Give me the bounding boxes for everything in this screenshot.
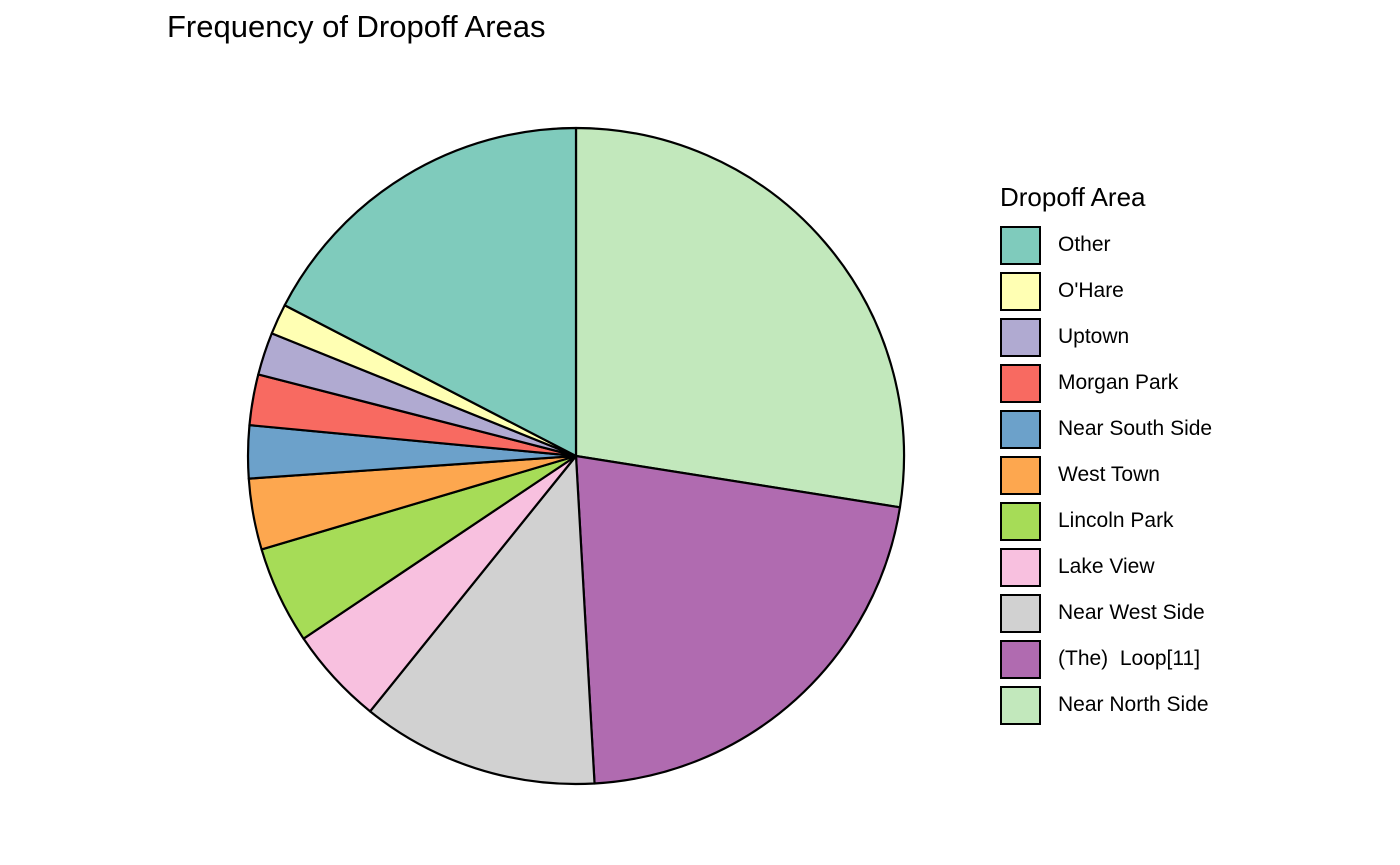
pie-slice-near-north-side: [574, 126, 906, 509]
legend: Dropoff Area Other O'Hare Uptown Morgan Par…: [1000, 178, 1212, 728]
legend-item-the-loop-11: (The) Loop[11]: [1000, 636, 1212, 682]
legend-item-other: Other: [1000, 222, 1212, 268]
legend-swatch: [1000, 501, 1041, 541]
legend-label: O'Hare: [1058, 279, 1124, 302]
pie-slice-other: [283, 126, 578, 458]
legend-swatch: [1000, 593, 1041, 633]
legend-item-near-west-side: Near West Side: [1000, 590, 1212, 636]
legend-swatch: [1000, 363, 1041, 403]
legend-label: (The) Loop[11]: [1058, 647, 1201, 670]
legend-item-near-south-side: Near South Side: [1000, 406, 1212, 452]
pie-slice-the-loop-11: [574, 454, 902, 785]
legend-item-lincoln-park: Lincoln Park: [1000, 498, 1212, 544]
legend-label: Other: [1058, 233, 1111, 256]
legend-label: Near West Side: [1058, 601, 1205, 624]
legend-label: West Town: [1058, 463, 1160, 486]
legend-item-west-town: West Town: [1000, 452, 1212, 498]
legend-item-lake-view: Lake View: [1000, 544, 1212, 590]
legend-swatch: [1000, 639, 1041, 679]
chart-title: Frequency of Dropoff Areas: [167, 9, 546, 44]
legend-items: Other O'Hare Uptown Morgan Park Near South S…: [1000, 222, 1212, 728]
legend-title: Dropoff Area: [1000, 182, 1146, 212]
legend-label: Lake View: [1058, 555, 1155, 578]
legend-swatch: [1000, 225, 1041, 265]
legend-swatch: [1000, 547, 1041, 587]
legend-item-uptown: Uptown: [1000, 314, 1212, 360]
legend-swatch: [1000, 685, 1041, 725]
legend-swatch: [1000, 455, 1041, 495]
legend-swatch: [1000, 409, 1041, 449]
legend-item-morgan-park: Morgan Park: [1000, 360, 1212, 406]
legend-item-near-north-side: Near North Side: [1000, 682, 1212, 728]
legend-label: Uptown: [1058, 325, 1130, 348]
pie-slices: [246, 126, 906, 786]
legend-swatch: [1000, 271, 1041, 311]
legend-label: Morgan Park: [1058, 371, 1179, 394]
legend-label: Lincoln Park: [1058, 509, 1174, 532]
legend-label: Near South Side: [1058, 417, 1213, 440]
legend-label: Near North Side: [1058, 693, 1209, 716]
pie-slice-near-west-side: [369, 454, 596, 786]
legend-item-o-hare: O'Hare: [1000, 268, 1212, 314]
legend-swatch: [1000, 317, 1041, 357]
